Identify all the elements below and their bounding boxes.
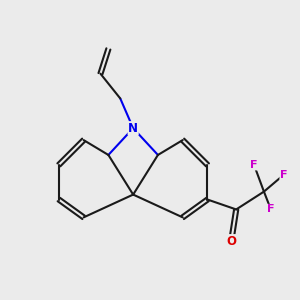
Text: F: F <box>280 170 287 180</box>
Text: O: O <box>226 235 236 248</box>
Text: N: N <box>128 122 138 135</box>
Text: F: F <box>267 204 274 214</box>
Text: F: F <box>250 160 258 170</box>
